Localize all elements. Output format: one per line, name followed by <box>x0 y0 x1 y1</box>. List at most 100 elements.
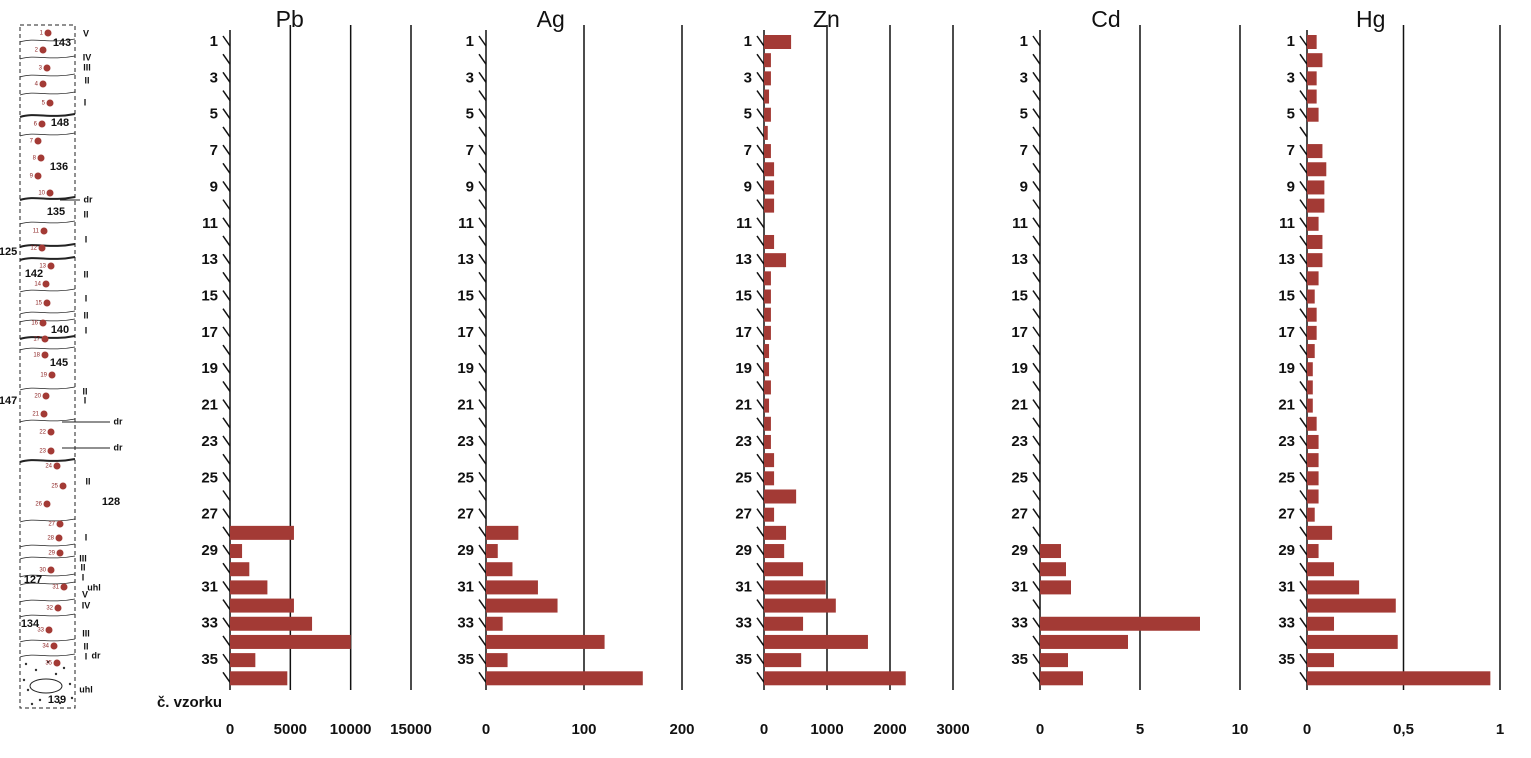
y-tick-label: 31 <box>735 578 752 595</box>
y-tick-label: 7 <box>1287 142 1295 159</box>
layer-boundary <box>19 288 76 293</box>
x-tick-label: 0 <box>760 721 768 738</box>
column-note: dr <box>114 442 123 452</box>
category-tick <box>478 235 487 247</box>
category-tick <box>1299 308 1308 320</box>
sample-dot <box>60 583 68 591</box>
bar <box>764 180 775 195</box>
category-tick <box>756 399 765 411</box>
bar <box>230 580 268 595</box>
bar <box>764 434 771 449</box>
y-tick-label: 33 <box>735 615 752 632</box>
sample-number: 28 <box>47 536 54 542</box>
y-tick-label: 35 <box>735 651 752 668</box>
y-tick-label: 7 <box>744 142 752 159</box>
category-tick <box>756 526 765 538</box>
sample-number: 20 <box>34 394 41 400</box>
category-tick <box>222 71 231 83</box>
category-tick <box>1032 126 1041 138</box>
bar <box>230 671 288 686</box>
category-tick <box>478 35 487 47</box>
category-tick <box>1299 617 1308 629</box>
category-tick <box>222 617 231 629</box>
sample-dot <box>47 566 55 574</box>
category-tick <box>222 181 231 192</box>
layer-boundary <box>19 310 76 315</box>
category-tick <box>1299 562 1308 574</box>
sample-dot <box>53 462 61 470</box>
category-tick <box>756 90 765 101</box>
column-note: V <box>83 28 89 38</box>
category-tick <box>756 217 765 229</box>
sample-number: 22 <box>39 430 46 436</box>
category-tick <box>756 71 765 83</box>
sample-number: 2 <box>35 48 39 54</box>
sample-dot <box>40 410 48 418</box>
y-tick-label: 31 <box>1011 578 1028 595</box>
sample-number: 5 <box>42 101 46 107</box>
category-tick <box>756 344 765 356</box>
sample-dot <box>55 534 63 542</box>
bar <box>764 53 771 68</box>
column-note: I <box>85 234 88 244</box>
category-tick <box>478 253 487 265</box>
bar <box>764 89 770 104</box>
x-tick-label: 10 <box>1232 721 1249 738</box>
bar <box>764 325 771 340</box>
bar <box>486 580 538 595</box>
sample-dot <box>41 351 49 359</box>
category-tick <box>478 308 487 320</box>
bar <box>1307 653 1335 668</box>
y-tick-label: 11 <box>202 215 218 232</box>
sample-number: 21 <box>32 412 39 418</box>
sample-number: 14 <box>34 282 41 288</box>
y-tick-label: 15 <box>201 287 218 304</box>
category-tick <box>756 490 765 501</box>
bar <box>1307 253 1323 268</box>
category-tick <box>756 580 765 592</box>
category-tick <box>1299 508 1308 520</box>
y-tick-label: 17 <box>735 324 752 341</box>
sample-dot <box>38 244 46 252</box>
category-tick <box>222 362 231 374</box>
y-tick-label: 17 <box>1011 324 1028 341</box>
category-tick <box>1299 435 1308 447</box>
category-tick <box>756 290 765 301</box>
y-tick-label: 13 <box>457 251 474 268</box>
category-tick <box>756 671 765 683</box>
sample-number: 15 <box>35 301 42 307</box>
category-tick <box>222 290 231 301</box>
sample-dot <box>44 29 52 37</box>
y-tick-label: 21 <box>201 397 218 414</box>
y-tick-label: 5 <box>466 106 474 123</box>
sample-dot <box>47 262 55 270</box>
x-tick-label: 0 <box>1303 721 1311 738</box>
category-tick <box>1032 326 1041 338</box>
category-tick <box>756 235 765 247</box>
sample-dot <box>43 299 51 307</box>
category-tick <box>1299 599 1308 611</box>
category-tick <box>478 199 487 211</box>
bar <box>764 598 836 613</box>
category-tick <box>222 417 231 429</box>
category-tick <box>1299 126 1308 138</box>
column-note: uhl <box>87 582 101 592</box>
y-tick-label: 21 <box>1278 397 1295 414</box>
column-note: II <box>80 562 85 572</box>
sample-number: 25 <box>51 484 58 490</box>
column-note: III <box>83 62 91 72</box>
category-tick <box>1299 199 1308 211</box>
y-tick-label: 9 <box>744 178 752 195</box>
y-tick-label: 11 <box>458 215 474 232</box>
bar <box>1307 453 1319 468</box>
y-tick-label: 9 <box>210 178 218 195</box>
x-tick-label: 10000 <box>330 721 372 738</box>
category-tick <box>1032 380 1041 392</box>
category-tick <box>222 326 231 338</box>
y-tick-label: 21 <box>735 397 752 414</box>
bar <box>1307 616 1335 631</box>
bar <box>1040 634 1128 649</box>
category-tick <box>1032 653 1041 665</box>
layer-boundary <box>19 38 76 43</box>
